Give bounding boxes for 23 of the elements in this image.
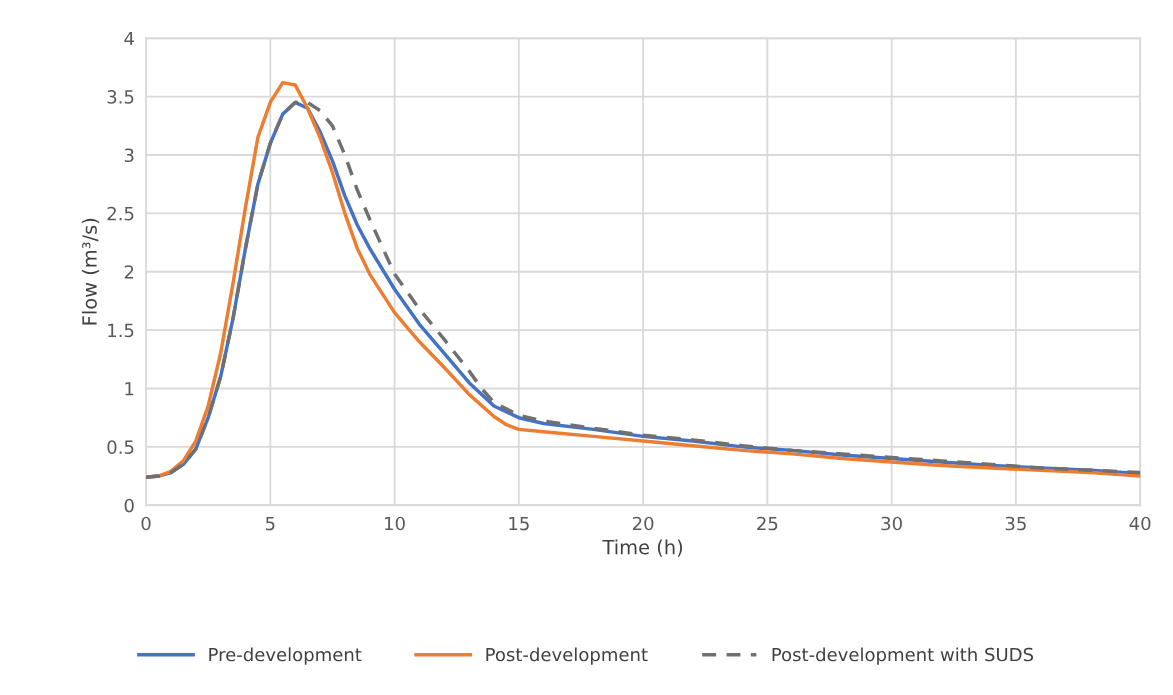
x-tick-label: 25 <box>757 516 778 531</box>
y-axis-title: Flow (m³/s) <box>81 218 100 325</box>
x-tick-label: 30 <box>881 516 902 531</box>
y-tick-label: 4 <box>124 31 134 46</box>
x-tick-label: 40 <box>1129 516 1151 531</box>
y-tick-label: 3.5 <box>107 90 134 104</box>
x-tick-label: 15 <box>509 516 529 531</box>
y-tick-label: 2.5 <box>107 206 134 221</box>
y-tick-label: 1.5 <box>108 323 134 338</box>
x-axis-title: Time (h) <box>602 539 683 557</box>
y-tick-label: 0.5 <box>107 440 134 454</box>
y-tick-label: 3 <box>124 148 134 163</box>
legend-label: Pre-development <box>209 647 362 665</box>
x-tick-label: 5 <box>265 516 275 531</box>
x-tick-label: 10 <box>385 516 405 531</box>
y-tick-label: 0 <box>124 498 134 513</box>
y-tick-label: 1 <box>125 382 134 396</box>
legend-label: Post-development <box>486 647 648 665</box>
x-tick-label: 35 <box>1005 516 1026 531</box>
y-tick-label: 2 <box>124 265 134 279</box>
x-tick-label: 0 <box>141 516 151 531</box>
x-tick-label: 20 <box>632 516 654 531</box>
legend-label: Post-development with SUDS <box>772 647 1034 665</box>
